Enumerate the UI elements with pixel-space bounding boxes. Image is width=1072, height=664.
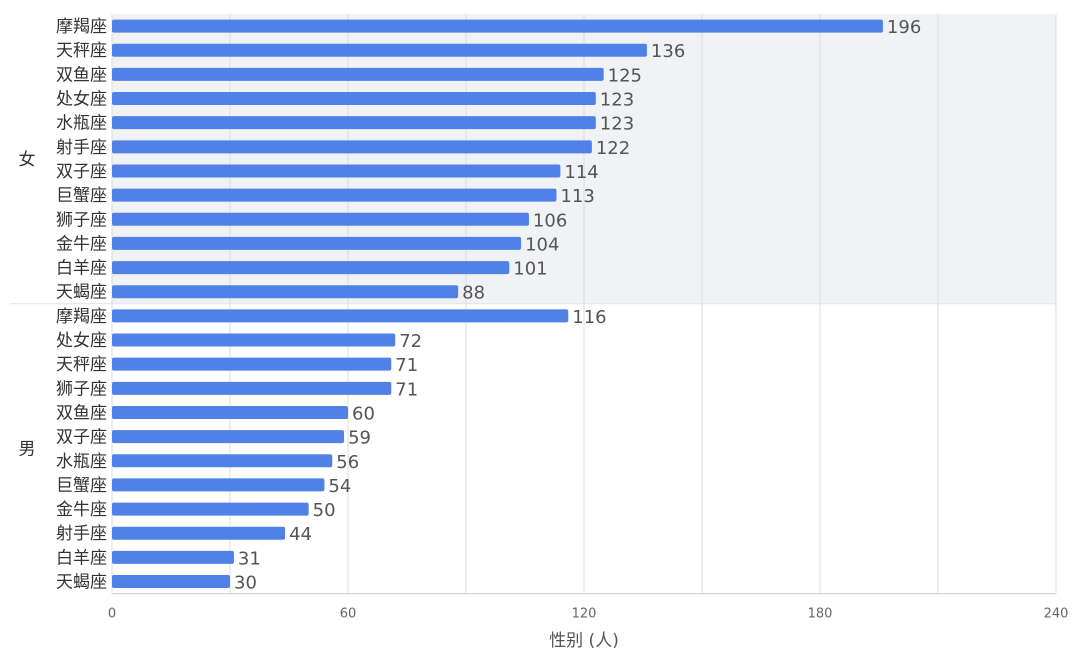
data-label: 122 <box>596 138 630 159</box>
x-tick-label: 120 <box>572 607 597 622</box>
category-label: 狮子座 <box>56 210 107 230</box>
category-label: 白羊座 <box>56 548 107 568</box>
bar <box>112 502 309 516</box>
data-label: 56 <box>336 452 359 473</box>
category-label: 狮子座 <box>56 379 107 399</box>
bar <box>112 43 647 57</box>
bar <box>112 381 392 395</box>
bar <box>112 357 392 371</box>
category-label: 金牛座 <box>56 234 107 254</box>
category-label: 处女座 <box>56 90 107 110</box>
bars-layer <box>112 19 883 589</box>
category-label: 白羊座 <box>56 259 107 279</box>
category-label: 巨蟹座 <box>56 476 107 496</box>
x-tick-label: 180 <box>808 607 833 622</box>
bar <box>112 116 596 130</box>
bar <box>112 212 529 226</box>
category-label: 天秤座 <box>56 355 107 375</box>
bar <box>112 309 569 323</box>
bar <box>112 454 333 468</box>
data-label: 106 <box>533 210 567 231</box>
data-label: 101 <box>513 259 547 280</box>
x-tick-label: 0 <box>108 607 116 622</box>
bar <box>112 261 510 275</box>
bar <box>112 236 522 250</box>
data-label: 31 <box>238 548 261 569</box>
bar <box>112 67 604 81</box>
data-label: 114 <box>564 162 598 183</box>
data-label: 123 <box>600 90 634 111</box>
data-label: 60 <box>352 403 375 424</box>
group-label: 男 <box>19 440 36 460</box>
category-label: 双鱼座 <box>56 65 107 85</box>
bar <box>112 19 883 33</box>
category-label: 射手座 <box>56 138 107 158</box>
data-label: 125 <box>608 65 642 86</box>
data-label: 50 <box>313 500 336 521</box>
x-tick-label: 240 <box>1044 607 1069 622</box>
category-label: 天蝎座 <box>56 573 107 593</box>
data-label: 123 <box>600 114 634 135</box>
data-label: 54 <box>328 476 351 497</box>
category-label: 巨蟹座 <box>56 186 107 206</box>
data-label: 196 <box>887 17 921 38</box>
data-label: 136 <box>651 41 685 62</box>
grid-lines <box>111 14 1057 595</box>
bar <box>112 285 459 299</box>
bar <box>112 164 561 178</box>
category-label: 天秤座 <box>56 41 107 61</box>
x-axis-title: 性别 (人) <box>549 631 619 651</box>
category-label: 双子座 <box>56 428 107 448</box>
category-label: 摩羯座 <box>56 307 107 327</box>
data-label: 30 <box>234 573 257 594</box>
category-label: 金牛座 <box>56 500 107 520</box>
category-label: 双鱼座 <box>56 403 107 423</box>
data-label: 113 <box>560 186 594 207</box>
data-label: 116 <box>572 307 606 328</box>
category-label: 处女座 <box>56 331 107 351</box>
category-label: 天蝎座 <box>56 283 107 303</box>
bar <box>112 575 230 589</box>
bar <box>112 550 234 564</box>
category-label: 双子座 <box>56 162 107 182</box>
bar <box>112 430 345 444</box>
bar <box>112 188 557 202</box>
category-label: 摩羯座 <box>56 17 107 37</box>
x-tick-label: 60 <box>340 607 357 622</box>
category-label: 射手座 <box>56 524 107 544</box>
data-label: 44 <box>289 524 312 545</box>
bar <box>112 333 396 347</box>
data-label: 88 <box>462 283 485 304</box>
data-label: 59 <box>348 428 371 449</box>
bar <box>112 140 592 154</box>
category-label: 水瓶座 <box>56 452 107 472</box>
bar <box>112 526 286 540</box>
category-label: 水瓶座 <box>56 114 107 134</box>
group-label: 女 <box>19 150 36 170</box>
bar <box>112 92 596 106</box>
data-label: 72 <box>399 331 422 352</box>
bar <box>112 405 348 419</box>
data-label: 71 <box>395 379 418 400</box>
bar <box>112 478 325 492</box>
data-label: 71 <box>395 355 418 376</box>
x-axis-ticks: 0 60 120 180 240 <box>108 607 1069 622</box>
data-label: 104 <box>525 234 559 255</box>
